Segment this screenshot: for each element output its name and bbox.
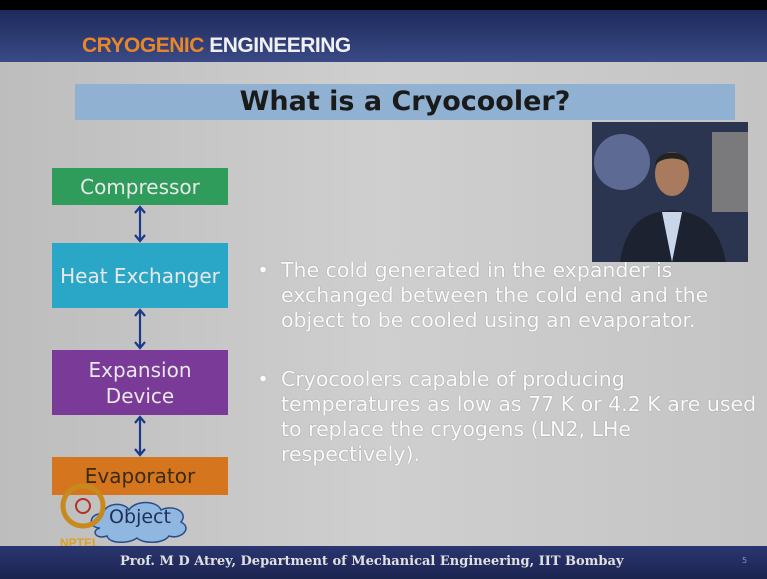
course-title: CRYOGENIC ENGINEERING: [82, 34, 351, 58]
bullet-list: The cold generated in the expander is ex…: [255, 258, 760, 501]
speaker-video: [592, 122, 748, 262]
flow-arrow: [132, 415, 148, 457]
slide-frame: CRYOGENIC ENGINEERING What is a Cryocool…: [0, 0, 767, 579]
course-part: CRYOGENIC: [82, 34, 204, 57]
bullet: The cold generated in the expander is ex…: [255, 258, 760, 333]
flow-arrow: [132, 205, 148, 243]
flow-arrow: [132, 308, 148, 350]
footer-bar: Prof. M D Atrey, Department of Mechanica…: [0, 546, 767, 579]
course-part: ENGINEERING: [209, 34, 351, 57]
page-number: 5: [742, 556, 747, 565]
slide-title: What is a Cryocooler?: [75, 84, 735, 120]
flow-node: Compressor: [52, 168, 228, 205]
header-bar: CRYOGENIC ENGINEERING: [0, 10, 767, 62]
bullet: Cryocoolers capable of producing tempera…: [255, 367, 760, 467]
logo-emblem: [58, 478, 108, 538]
flow-node: Expansion Device: [52, 350, 228, 415]
footer-text: Prof. M D Atrey, Department of Mechanica…: [120, 554, 624, 569]
flow-node: Heat Exchanger: [52, 243, 228, 308]
